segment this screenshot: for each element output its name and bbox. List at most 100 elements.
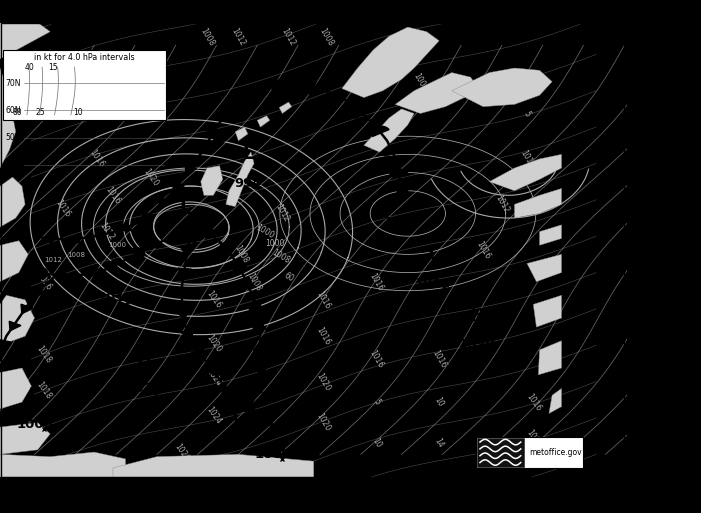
Polygon shape [0, 368, 32, 409]
Text: 1008: 1008 [270, 248, 291, 265]
Polygon shape [364, 109, 414, 152]
Polygon shape [213, 132, 225, 142]
Text: 1016: 1016 [524, 428, 543, 449]
Text: 1020: 1020 [172, 442, 191, 463]
Polygon shape [185, 164, 197, 174]
Polygon shape [549, 388, 562, 413]
Polygon shape [384, 147, 402, 156]
Text: in kt for 4.0 hPa intervals: in kt for 4.0 hPa intervals [34, 53, 135, 63]
Polygon shape [249, 300, 263, 309]
Polygon shape [149, 239, 162, 248]
Bar [3, 50, 166, 120]
Bar [477, 438, 524, 467]
Text: 60: 60 [283, 271, 295, 284]
Text: 10: 10 [433, 396, 445, 408]
Bar [475, 437, 583, 468]
Polygon shape [236, 127, 248, 141]
Text: 70N: 70N [6, 78, 21, 88]
Text: 1008: 1008 [198, 27, 216, 48]
Text: 1014: 1014 [518, 148, 536, 169]
Text: 1020: 1020 [315, 412, 332, 433]
Text: 1012: 1012 [494, 194, 510, 215]
Polygon shape [41, 234, 53, 243]
Text: 1020: 1020 [458, 339, 495, 351]
Polygon shape [199, 229, 213, 238]
Polygon shape [395, 72, 477, 113]
Text: 1018: 1018 [35, 380, 53, 401]
Text: 80: 80 [12, 108, 22, 116]
Text: 1014: 1014 [414, 277, 451, 290]
Polygon shape [354, 107, 371, 119]
Polygon shape [200, 166, 223, 195]
Polygon shape [252, 321, 266, 330]
Polygon shape [34, 287, 46, 297]
Polygon shape [175, 289, 189, 299]
Polygon shape [9, 321, 21, 331]
Polygon shape [515, 188, 562, 218]
Text: 14: 14 [433, 437, 445, 449]
Text: 1016: 1016 [524, 391, 543, 412]
Text: 1024: 1024 [204, 405, 222, 426]
Text: 1000: 1000 [265, 239, 285, 248]
Text: 1020: 1020 [142, 167, 160, 188]
Text: 1020: 1020 [204, 332, 222, 353]
Text: 1012: 1012 [44, 258, 62, 263]
Text: H: H [137, 350, 152, 368]
Polygon shape [176, 310, 189, 319]
Polygon shape [132, 248, 144, 259]
Text: 1018: 1018 [35, 344, 53, 365]
Text: 1016: 1016 [430, 348, 448, 369]
Text: 1008: 1008 [245, 271, 263, 292]
Polygon shape [0, 452, 125, 477]
Text: 1009: 1009 [355, 69, 373, 90]
Polygon shape [226, 152, 254, 207]
Text: 1016: 1016 [123, 98, 141, 120]
Polygon shape [94, 229, 107, 239]
Text: 1009: 1009 [254, 447, 292, 461]
Polygon shape [173, 181, 184, 190]
Polygon shape [90, 267, 100, 279]
Polygon shape [451, 68, 552, 107]
Polygon shape [253, 341, 267, 350]
Polygon shape [25, 50, 75, 86]
Text: metoffice.gov: metoffice.gov [529, 448, 582, 457]
Polygon shape [540, 225, 562, 245]
Text: 9: 9 [522, 73, 532, 82]
Text: 1012: 1012 [273, 203, 291, 224]
Polygon shape [533, 295, 562, 327]
Text: 1006: 1006 [16, 418, 53, 431]
Polygon shape [332, 91, 346, 104]
Text: 1016: 1016 [315, 289, 332, 310]
Text: 5: 5 [372, 398, 381, 406]
Text: 1016: 1016 [315, 326, 332, 347]
Polygon shape [68, 234, 81, 243]
Text: L: L [427, 245, 439, 264]
Text: H: H [394, 184, 409, 202]
Text: 15: 15 [48, 63, 58, 72]
Polygon shape [0, 423, 50, 455]
Text: H: H [470, 307, 484, 325]
Text: 10: 10 [370, 437, 383, 449]
Text: 1016: 1016 [204, 289, 222, 310]
Polygon shape [257, 116, 270, 127]
Text: 993: 993 [171, 232, 199, 245]
Polygon shape [243, 280, 257, 290]
Polygon shape [233, 260, 247, 270]
Text: 1013: 1013 [97, 291, 135, 304]
Polygon shape [222, 105, 239, 116]
Polygon shape [0, 177, 25, 227]
Text: 1000: 1000 [109, 242, 127, 248]
Polygon shape [181, 247, 195, 256]
Text: 1016: 1016 [368, 271, 385, 292]
Polygon shape [177, 268, 191, 278]
Text: 1016: 1016 [104, 185, 122, 206]
Text: L: L [242, 146, 254, 164]
Polygon shape [304, 81, 316, 94]
Polygon shape [85, 88, 125, 111]
Text: 1000: 1000 [254, 223, 275, 241]
Polygon shape [390, 169, 409, 176]
Text: 1016: 1016 [88, 148, 107, 169]
Text: 60N: 60N [6, 106, 21, 115]
Polygon shape [538, 341, 562, 375]
Text: 1008: 1008 [318, 27, 335, 48]
